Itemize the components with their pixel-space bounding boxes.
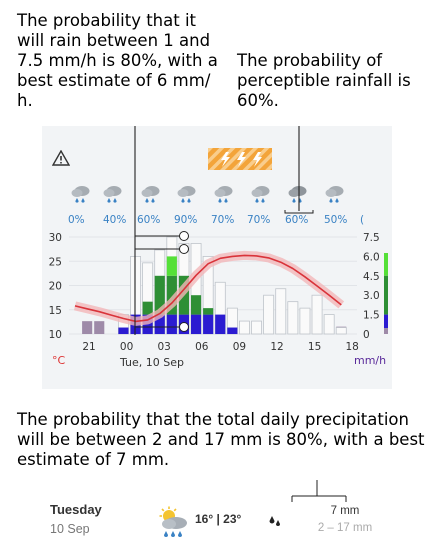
- precip-probability-label: 40%: [103, 214, 127, 226]
- x-tick: 00: [120, 341, 133, 353]
- y-tick-left: 20: [49, 281, 62, 293]
- thunderstorm-warning-icon[interactable]: [208, 148, 272, 170]
- rain-cloud-icon: [71, 186, 90, 203]
- callout-marker: [179, 244, 189, 254]
- temperature-line: [74, 254, 342, 323]
- precip-probability-label: 90%: [174, 214, 198, 226]
- precip-estimate-bar: [203, 314, 214, 334]
- date-label: Tue, 10 Sep: [120, 356, 185, 369]
- x-tick: 18: [346, 341, 359, 353]
- precip-estimate-bar: [154, 275, 165, 315]
- y-tick-left: 15: [49, 305, 62, 317]
- precip-range-bracket: [291, 480, 347, 502]
- precip-upper-bar: [299, 307, 311, 335]
- rain-cloud-icon: [103, 186, 122, 203]
- day-date: 10 Sep: [50, 522, 90, 536]
- annotation-daily-precip: The probability that the total daily pre…: [17, 410, 425, 469]
- precip-upper-bar: [275, 288, 287, 335]
- precip-estimate-bar: [191, 295, 202, 315]
- precip-estimate-bar: [191, 314, 202, 334]
- rain-cloud-icon: [177, 186, 196, 203]
- precip-probability-label: 60%: [285, 214, 309, 226]
- callout-bracket-right: [284, 210, 314, 214]
- scale-bar-light-green: [384, 253, 388, 276]
- y-tick-right: 7.5: [363, 232, 380, 244]
- precip-probability-label: 70%: [211, 214, 235, 226]
- annotation-hourly-rain: The probability that it will rain betwee…: [17, 11, 218, 110]
- y-tick-right: 6.0: [363, 251, 380, 263]
- precip-estimate-bar: [203, 308, 214, 315]
- rain-cloud-icon: [214, 186, 233, 203]
- precip-probability-label: 0%: [68, 214, 85, 226]
- forecast-chart: 30 25 20 15 10 7.5 6.0 4.5 3.0 1.5 0 21 00 03 06 09 12 15…: [49, 126, 388, 353]
- y-tick-right: 1.5: [363, 310, 380, 322]
- scale-bar-dark-green: [384, 275, 388, 315]
- precip-probability-label: 60%: [137, 214, 161, 226]
- sun-rain-cloud-icon: [159, 506, 187, 537]
- precip-probability-label: 50%: [324, 214, 348, 226]
- precip-upper-bar: [251, 320, 263, 335]
- precip-estimate-bar: [166, 275, 177, 315]
- y-tick-left: 30: [49, 232, 62, 244]
- precip-estimate-bar: [118, 327, 129, 334]
- temperature-unit: °C: [52, 354, 66, 367]
- x-tick: 06: [195, 341, 209, 353]
- y-tick-left: 10: [49, 329, 62, 341]
- warning-triangle-icon[interactable]: [52, 150, 70, 166]
- precip-estimate-bar: [166, 314, 177, 334]
- x-tick: 15: [308, 341, 321, 353]
- precip-estimate-bar: [142, 301, 153, 315]
- sunshine-bar: [82, 321, 93, 334]
- precip-unit: mm/h: [354, 354, 387, 367]
- y-tick-left: 25: [49, 256, 62, 268]
- daily-precip-best: 7 mm: [330, 505, 360, 517]
- rain-cloud-icon: [325, 186, 344, 203]
- callout-marker: [179, 231, 189, 241]
- daily-summary-row[interactable]: Tuesday 10 Sep 16° | 23° 7 mm 2 – 17 mm: [50, 480, 410, 542]
- y-tick-right: 4.5: [363, 271, 380, 283]
- y-tick-right: 0: [363, 329, 370, 341]
- x-tick: 09: [233, 341, 246, 353]
- precip-estimate-bar: [154, 314, 165, 334]
- day-temperatures: 16° | 23°: [195, 512, 242, 526]
- y-tick-right: 3.0: [363, 290, 380, 302]
- raindrops-icon: [269, 516, 280, 526]
- rain-cloud-icon: [141, 186, 160, 203]
- precip-upper-bar: [238, 320, 250, 335]
- precip-probability-label: (: [360, 214, 365, 226]
- day-name: Tuesday: [50, 502, 102, 517]
- precip-upper-bar: [311, 294, 323, 335]
- precip-upper-bar: [323, 314, 335, 335]
- callout-marker: [179, 322, 189, 332]
- precip-estimate-bar: [227, 327, 238, 334]
- precip-estimate-bar: [215, 314, 226, 334]
- precip-upper-bar: [263, 294, 275, 335]
- scale-bar-purple: [384, 328, 388, 334]
- x-tick: 21: [82, 341, 95, 353]
- precip-estimate-bar: [166, 256, 177, 276]
- precip-upper-bar: [287, 301, 299, 335]
- sunshine-bar: [94, 321, 105, 334]
- scale-bar-blue: [384, 314, 388, 328]
- rain-cloud-icon: [251, 186, 270, 203]
- daily-precip-range: 2 – 17 mm: [317, 522, 373, 534]
- precip-probability-label: 70%: [247, 214, 271, 226]
- x-tick: 12: [270, 341, 283, 353]
- x-tick: 03: [158, 341, 171, 353]
- precip-upper-bar: [335, 327, 347, 335]
- annotation-rain-probability: The probability of perceptible rainfall …: [237, 51, 411, 110]
